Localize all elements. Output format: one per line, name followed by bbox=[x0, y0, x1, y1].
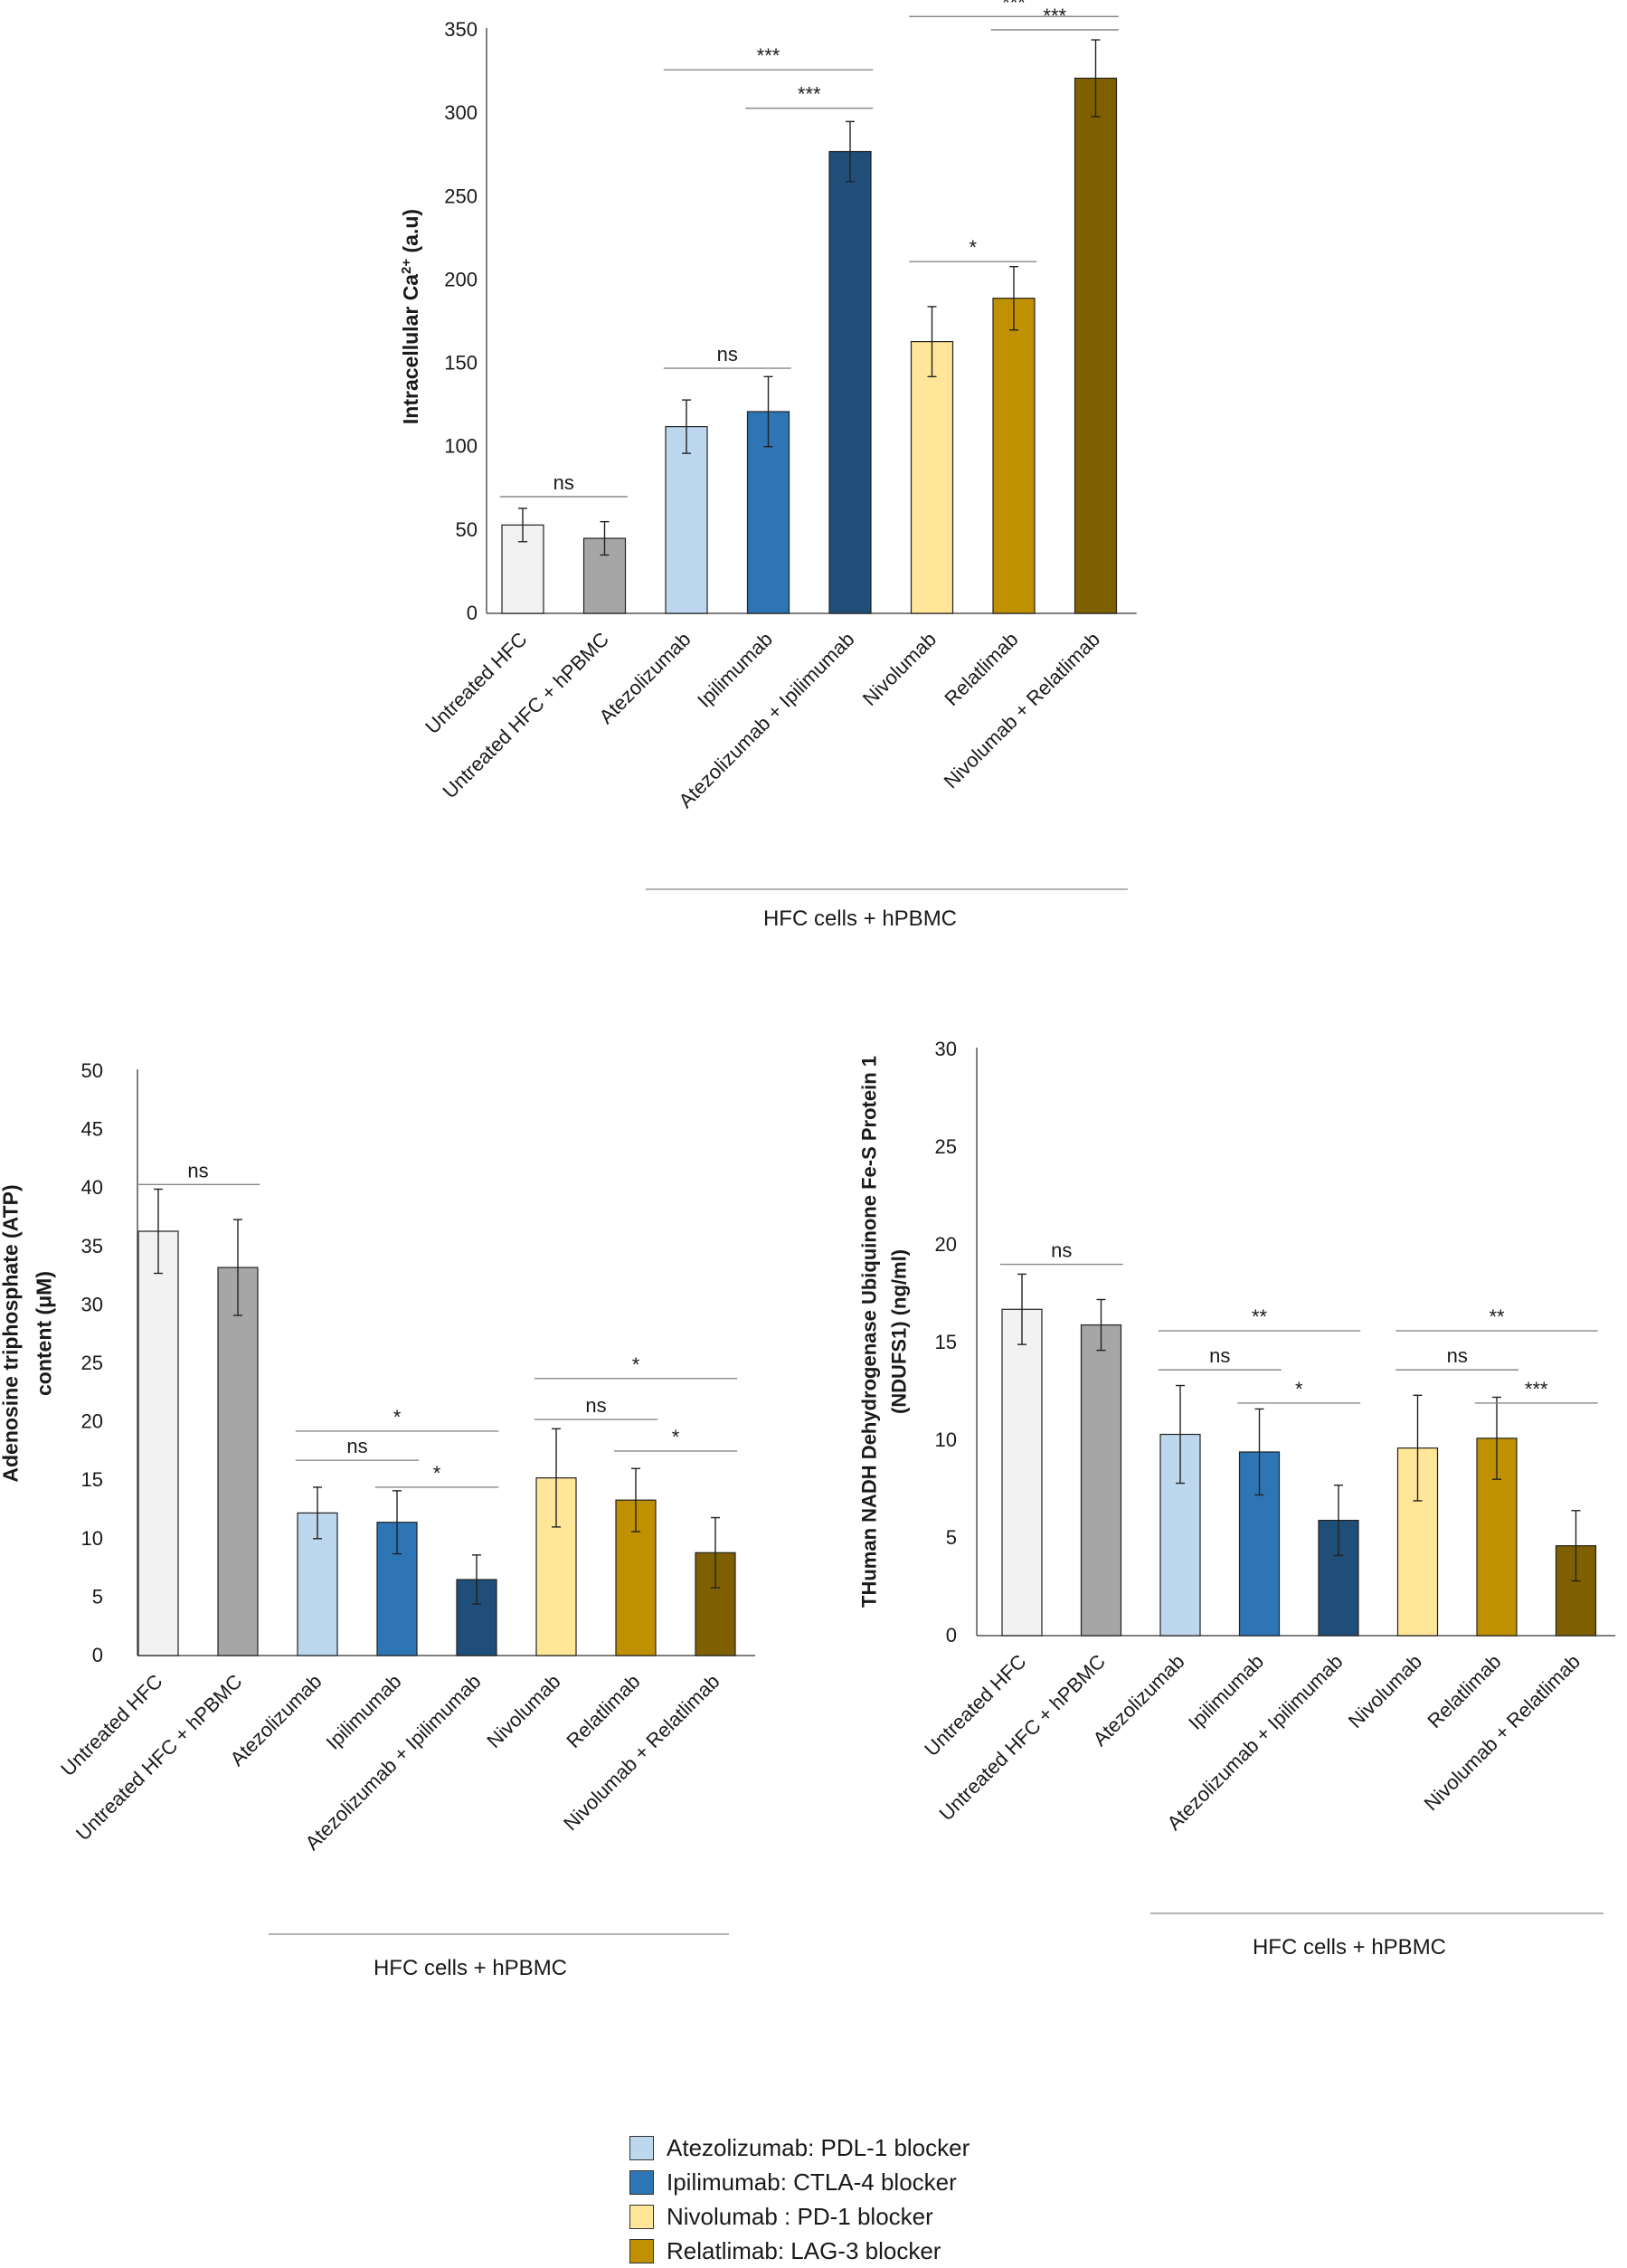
bar-1 bbox=[1001, 1308, 1043, 1637]
y-tick-label: 30 bbox=[935, 1038, 957, 1060]
legend-label-nivolumab: Nivolumab : PD-1 blocker bbox=[667, 2202, 933, 2230]
legend-item-nivolumab: Nivolumab : PD-1 blocker bbox=[629, 2199, 1100, 2234]
chart-2: 0 5 10 15 20 25 30 35 40 45 50 Adenosine triphospha… bbox=[0, 1059, 755, 1980]
y-tick-label: 350 bbox=[444, 18, 478, 41]
group-label: HFC cells + hPBMC bbox=[763, 906, 957, 931]
significance-label: ns bbox=[1051, 1239, 1072, 1262]
y-tick-label: 100 bbox=[444, 435, 478, 458]
x-category-label: Ipilimumab bbox=[322, 1670, 406, 1754]
y-tick-label: 300 bbox=[444, 101, 478, 124]
bar-8 bbox=[1074, 77, 1118, 614]
y-tick-label: 0 bbox=[92, 1644, 103, 1666]
y-tick-label: 30 bbox=[81, 1293, 103, 1315]
y-tick-label: 20 bbox=[81, 1410, 103, 1433]
group-label: HFC cells + hPBMC bbox=[1253, 1935, 1446, 1960]
group-label: HFC cells + hPBMC bbox=[374, 1956, 567, 1980]
significance-label: * bbox=[393, 1406, 402, 1428]
legend: Atezolizumab: PDL-1 blocker Ipilimumab: … bbox=[629, 2130, 1100, 2268]
bar-3 bbox=[665, 426, 708, 614]
x-category-label: Untreated HFC + hPBMC bbox=[438, 628, 613, 803]
y-axis-label: Intracellular Ca2+ (a.u) bbox=[399, 209, 423, 424]
y-axis-label: Adenosine triphosphate (ATP) content (μM) bbox=[0, 1184, 56, 1482]
bar-5 bbox=[828, 150, 872, 614]
y-tick-label: 0 bbox=[467, 602, 478, 624]
significance-label: * bbox=[1295, 1378, 1303, 1400]
y-tick-label: 5 bbox=[92, 1585, 103, 1608]
y-tick-label: 250 bbox=[444, 185, 478, 207]
x-category-label: Relatlimab bbox=[1423, 1650, 1505, 1732]
legend-label-ipilimumab: Ipilimumab: CTLA-4 blocker bbox=[667, 2168, 957, 2196]
legend-swatch-relatlimab bbox=[629, 2238, 654, 2263]
significance-label: ns bbox=[553, 471, 574, 494]
y-tick-label: 15 bbox=[81, 1468, 103, 1491]
x-category-label: Nivolumab + Relatlimab bbox=[559, 1670, 724, 1835]
significance-label: ns bbox=[1209, 1344, 1230, 1367]
legend-swatch-ipilimumab bbox=[629, 2169, 654, 2195]
legend-item-atezolizumab: Atezolizumab: PDL-1 blocker bbox=[629, 2130, 1100, 2165]
legend-swatch-nivolumab bbox=[629, 2204, 654, 2229]
significance-label: ns bbox=[585, 1394, 606, 1417]
y-tick-label: 25 bbox=[81, 1352, 103, 1374]
y-tick-label: 40 bbox=[81, 1176, 103, 1199]
x-category-label: Relatlimab bbox=[940, 628, 1022, 710]
significance-label: *** bbox=[1043, 5, 1066, 27]
x-category-label: Nivolumab bbox=[482, 1670, 564, 1752]
significance-label: *** bbox=[1525, 1378, 1548, 1400]
x-category-label: Ipilimumab bbox=[693, 628, 777, 712]
y-tick-label: 200 bbox=[444, 268, 478, 290]
y-tick-label: 45 bbox=[81, 1118, 103, 1141]
y-tick-label: 5 bbox=[946, 1526, 957, 1549]
significance-label: *** bbox=[757, 44, 780, 67]
significance-label: ns bbox=[187, 1159, 208, 1181]
legend-label-atezolizumab: Atezolizumab: PDL-1 blocker bbox=[667, 2133, 970, 2161]
significance-label: * bbox=[433, 1462, 441, 1485]
significance-label: ns bbox=[1447, 1344, 1468, 1367]
x-category-label: Nivolumab + Relatlimab bbox=[1420, 1650, 1584, 1815]
y-tick-label: 50 bbox=[456, 518, 478, 541]
x-category-label: Ipilimumab bbox=[1184, 1650, 1268, 1734]
significance-label: *** bbox=[798, 83, 821, 106]
legend-swatch-atezolizumab bbox=[629, 2135, 654, 2160]
significance-label: *** bbox=[1002, 0, 1026, 14]
bar-7 bbox=[992, 298, 1036, 614]
y-tick-label: 10 bbox=[935, 1428, 957, 1451]
y-tick-label: 50 bbox=[81, 1059, 103, 1082]
legend-item-ipilimumab: Ipilimumab: CTLA-4 blocker bbox=[629, 2165, 1100, 2199]
significance-label: * bbox=[672, 1426, 680, 1448]
x-category-label: Untreated HFC + hPBMC bbox=[934, 1650, 1110, 1826]
legend-item-relatlimab: Relatlimab: LAG-3 blocker bbox=[629, 2234, 1100, 2268]
x-category-label: Nivolumab bbox=[1344, 1650, 1426, 1732]
x-category-label: Nivolumab bbox=[858, 628, 941, 710]
legend-label-relatlimab: Relatlimab: LAG-3 blocker bbox=[667, 2236, 941, 2264]
bar-2 bbox=[217, 1267, 259, 1656]
significance-label: * bbox=[969, 236, 977, 259]
bar-2 bbox=[1080, 1324, 1122, 1637]
x-category-label: Nivolumab + Relatlimab bbox=[940, 628, 1104, 792]
y-tick-label: 15 bbox=[935, 1331, 957, 1353]
significance-label: * bbox=[632, 1353, 640, 1376]
chart-1: 0 50 100 150 200 250 300 350 Intracellular Ca2+ … bbox=[399, 0, 1137, 931]
significance-label: ns bbox=[346, 1435, 367, 1457]
y-axis-label: THuman NADH Dehydrogenase Ubiquinone Fe-… bbox=[858, 1056, 911, 1608]
x-category-label: Relatlimab bbox=[562, 1670, 644, 1752]
x-category-label: Atezolizumab + Ipilimumab bbox=[675, 628, 859, 812]
chart-3: 0 5 10 15 20 25 30 THuman NADH Dehydrogenase Ub… bbox=[858, 1038, 1616, 1960]
significance-label: ** bbox=[1489, 1305, 1505, 1328]
y-tick-label: 0 bbox=[946, 1624, 957, 1646]
significance-label: ** bbox=[1252, 1305, 1268, 1328]
y-tick-label: 150 bbox=[444, 352, 478, 375]
y-tick-label: 10 bbox=[81, 1527, 103, 1550]
y-tick-label: 25 bbox=[935, 1135, 957, 1158]
bar-2 bbox=[582, 537, 627, 614]
bar-6 bbox=[910, 341, 954, 614]
bar-1 bbox=[137, 1230, 179, 1656]
x-category-label: Untreated HFC + hPBMC bbox=[71, 1670, 247, 1846]
significance-label: ns bbox=[717, 343, 738, 365]
y-tick-label: 20 bbox=[935, 1233, 957, 1256]
y-tick-label: 35 bbox=[81, 1235, 103, 1257]
